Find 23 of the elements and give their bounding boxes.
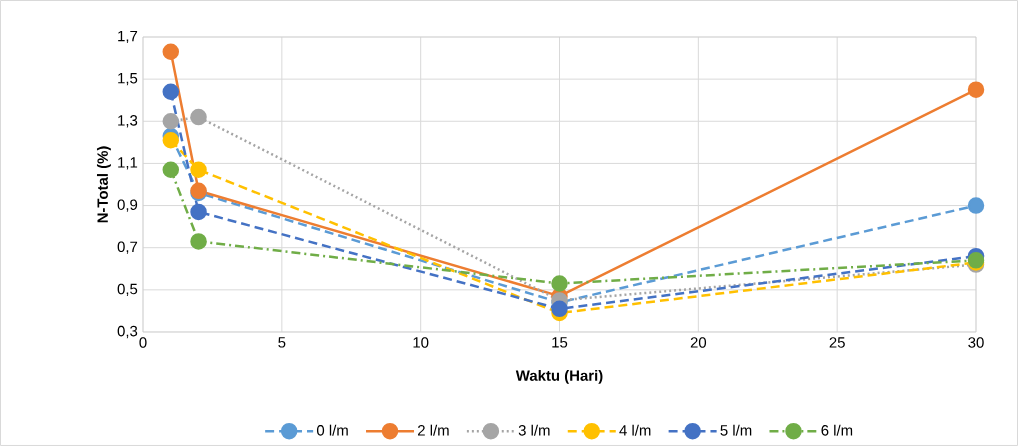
legend-label: 4 l/m [619, 424, 651, 436]
x-axis-title: Waktu (Hari) [515, 369, 603, 384]
y-tick-label: 0,5 [117, 283, 138, 297]
y-tick-label: 0,3 [117, 325, 138, 339]
legend-label: 6 l/m [821, 424, 853, 436]
x-tick-label: 5 [278, 337, 286, 348]
legend-label: 3 l/m [518, 424, 550, 436]
legend-label: 2 l/m [418, 424, 449, 436]
legend-label: 5 l/m [720, 424, 752, 436]
y-tick-label: 1,1 [118, 157, 138, 170]
y-tick-label: 1,7 [118, 30, 138, 44]
y-tick-label: 1,5 [118, 73, 138, 86]
y-tick-label: 0,7 [117, 241, 138, 254]
x-tick-label: 0 [139, 337, 147, 348]
legend-label: 0 l/m [316, 424, 348, 436]
y-tick-label: 0,9 [117, 199, 138, 212]
y-axis-title: N-Total (%) [96, 146, 111, 223]
x-tick-label: 10 [413, 337, 429, 348]
x-tick-label: 15 [552, 337, 568, 348]
x-tick-label: 30 [968, 337, 984, 348]
x-tick-label: 20 [690, 337, 707, 348]
y-tick-label: 1,3 [118, 115, 138, 128]
x-tick-label: 25 [829, 337, 845, 348]
